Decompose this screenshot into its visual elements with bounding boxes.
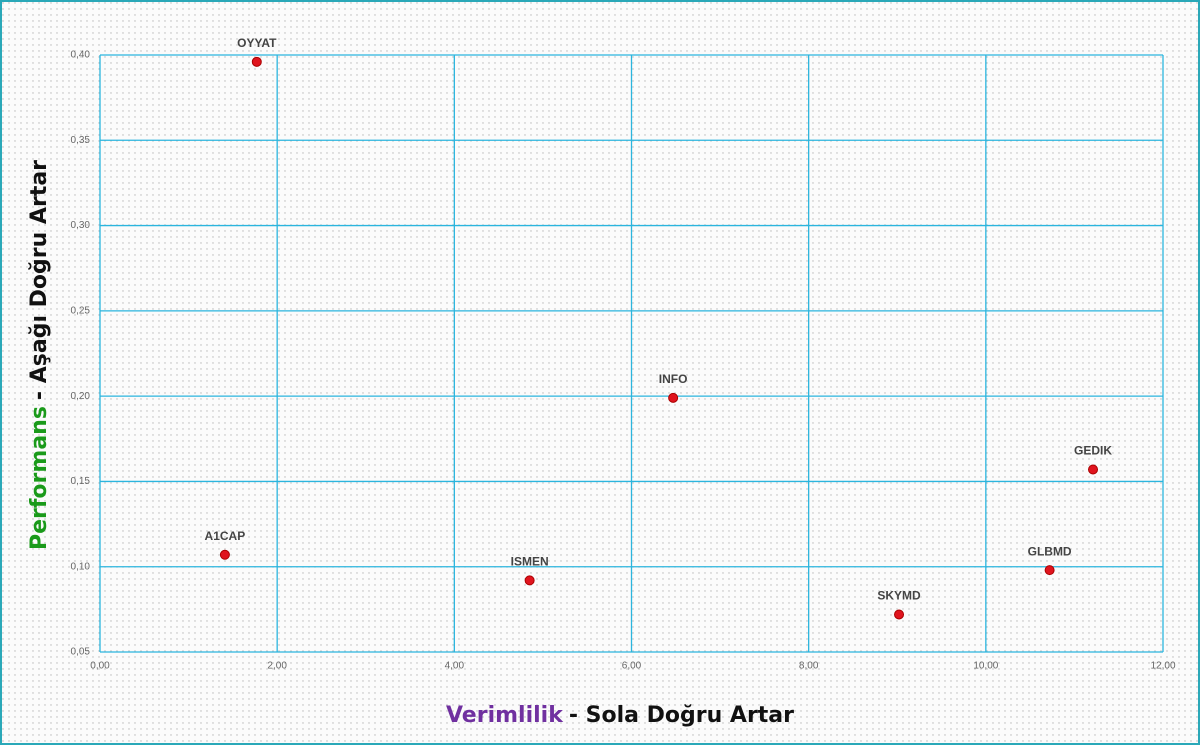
x-tick-label: 2,00 [267,661,287,672]
y-tick-label: 0,40 [71,50,91,61]
point-label: OYYAT [237,36,277,50]
point [894,609,905,620]
point [251,56,262,67]
x-tick-label: 8,00 [799,661,819,672]
x-tick-label: 12,00 [1150,661,1175,672]
y-tick-label: 0,30 [71,220,91,231]
x-title-rest: - Sola Doğru Artar [569,703,794,728]
point [1044,565,1055,576]
y-tick-label: 0,10 [71,561,91,572]
point-label: GLBMD [1028,544,1072,558]
point [219,549,230,560]
x-tick-label: 10,00 [973,661,998,672]
point-label: A1CAP [205,529,246,543]
y-title-rest: - Aşağı Doğru Artar [27,160,52,400]
point [668,392,679,403]
y-tick-label: 0,35 [71,135,91,146]
y-axis-title: Performans - Aşağı Doğru Artar [27,160,52,550]
y-title-highlight: Performans [27,406,52,550]
point [524,575,535,586]
x-tick-label: 6,00 [622,661,642,672]
y-tick-label: 0,05 [71,647,91,658]
x-tick-label: 0,00 [90,661,110,672]
x-title-highlight: Verimlilik [446,703,564,728]
point [1088,464,1099,475]
point-label: SKYMD [877,589,921,603]
x-axis-title: Verimlilik - Sola Doğru Artar [446,703,794,728]
point-label: INFO [659,372,688,386]
x-tick-label: 4,00 [445,661,465,672]
y-tick-label: 0,15 [71,476,91,487]
point-label: ISMEN [511,555,549,569]
point-label: GEDIK [1074,444,1112,458]
y-tick-label: 0,20 [71,391,91,402]
y-tick-label: 0,25 [71,305,91,316]
